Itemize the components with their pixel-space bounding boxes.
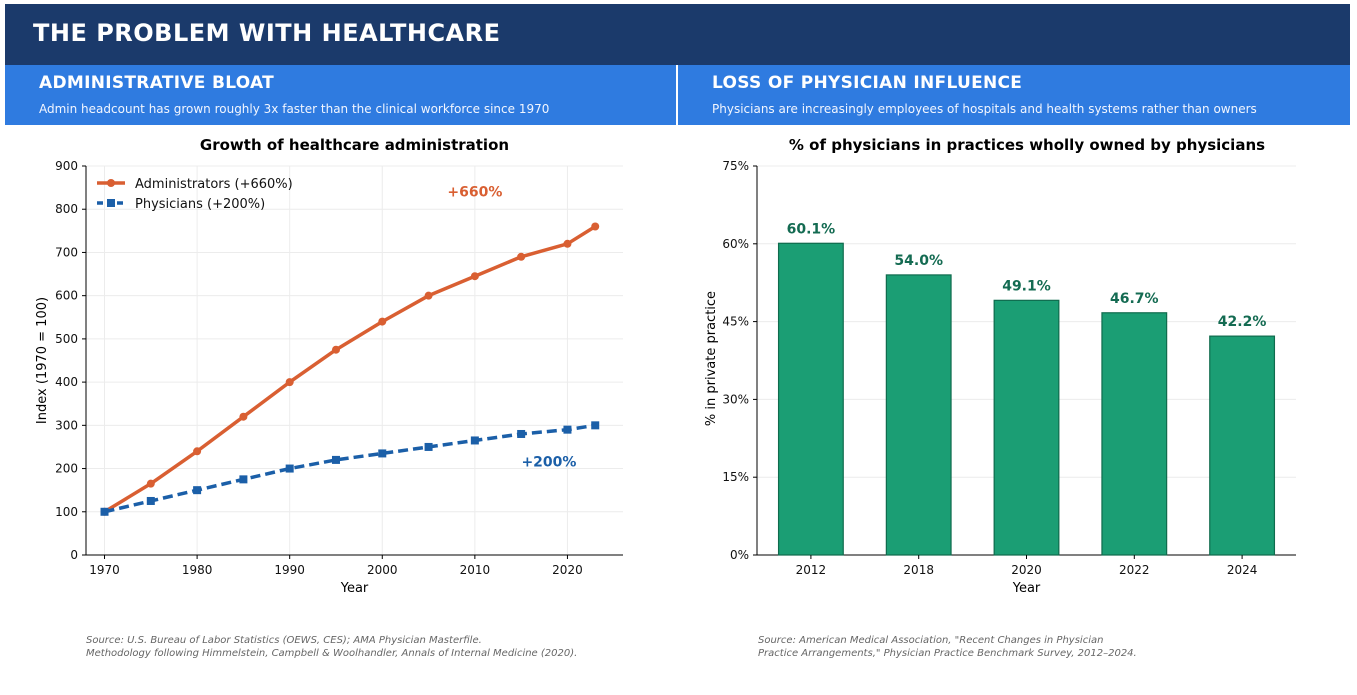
bar (1101, 312, 1168, 556)
data-point (331, 345, 340, 354)
y-tick-label: 300 (55, 418, 78, 432)
y-axis-title: % in private practice (704, 291, 719, 426)
y-tick-label: 800 (55, 202, 78, 216)
source-note-admin: Source: U.S. Bureau of Labor Statistics … (86, 634, 577, 660)
source-line: Methodology following Himmelstein, Campb… (86, 648, 578, 659)
source-line: Practice Arrangements," Physician Practi… (758, 648, 1137, 659)
data-point (378, 317, 387, 326)
data-point (146, 479, 155, 488)
data-point (193, 486, 202, 495)
y-tick-label: 500 (55, 332, 78, 346)
header-banner: THE PROBLEM WITH HEALTHCARE (5, 4, 1350, 65)
data-point (470, 272, 479, 281)
x-axis-title: Year (340, 581, 369, 596)
bar (993, 299, 1060, 556)
x-tick-label: 1970 (89, 563, 120, 577)
panel-title-admin: ADMINISTRATIVE BLOAT (39, 73, 275, 93)
legend-label: Administrators (+660%) (135, 177, 293, 192)
y-tick-label: 900 (55, 159, 78, 173)
legend-label: Physicians (+200%) (135, 197, 265, 212)
data-point (239, 475, 248, 484)
x-tick-label: 2024 (1227, 563, 1258, 577)
panel-header-physician: LOSS OF PHYSICIAN INFLUENCE Physicians a… (678, 65, 1350, 125)
data-point (239, 412, 248, 421)
y-tick-label: 30% (722, 392, 749, 406)
data-point (517, 429, 526, 438)
y-tick-label: 75% (722, 159, 749, 173)
bar-value-label: 42.2% (1218, 314, 1267, 330)
annotation-label: +660% (447, 184, 502, 200)
x-tick-label: 2020 (1011, 563, 1042, 577)
data-point (563, 239, 572, 248)
source-line: Source: U.S. Bureau of Labor Statistics … (86, 635, 482, 646)
annotation-label: +200% (521, 454, 576, 470)
x-tick-label: 2010 (460, 563, 491, 577)
x-tick-label: 1980 (182, 563, 213, 577)
page-title: THE PROBLEM WITH HEALTHCARE (33, 19, 501, 47)
series-line (104, 423, 596, 514)
chart-title: Growth of healthcare administration (200, 136, 509, 154)
data-point (470, 436, 479, 445)
data-point (517, 252, 526, 261)
bar (885, 274, 952, 556)
y-axis-title: Index (1970 = 100) (35, 297, 50, 424)
bar-value-label: 46.7% (1110, 291, 1159, 307)
y-tick-label: 60% (722, 237, 749, 251)
x-tick-label: 1990 (274, 563, 305, 577)
y-tick-label: 200 (55, 462, 78, 476)
data-point (331, 455, 340, 464)
x-tick-label: 2012 (796, 563, 827, 577)
legend-marker (107, 199, 115, 207)
y-tick-label: 600 (55, 289, 78, 303)
data-point (146, 496, 155, 505)
y-tick-label: 700 (55, 245, 78, 259)
x-tick-label: 2020 (552, 563, 583, 577)
y-tick-label: 0% (730, 548, 749, 562)
data-point (378, 449, 387, 458)
x-tick-label: 2000 (367, 563, 398, 577)
chart-title: % of physicians in practices wholly owne… (789, 136, 1265, 154)
panel-subtitle-physician: Physicians are increasingly employees of… (712, 102, 1257, 116)
bar (777, 242, 844, 556)
data-point (193, 447, 202, 456)
data-point (563, 425, 572, 434)
source-line: Source: American Medical Association, "R… (758, 635, 1104, 646)
source-note-physician: Source: American Medical Association, "R… (758, 634, 1137, 660)
panel-subtitle-admin: Admin headcount has grown roughly 3x fas… (39, 102, 550, 116)
data-point (285, 464, 294, 473)
bar-value-label: 60.1% (787, 221, 836, 237)
y-tick-label: 15% (722, 470, 749, 484)
x-tick-label: 2022 (1119, 563, 1150, 577)
y-tick-label: 45% (722, 315, 749, 329)
y-tick-label: 100 (55, 505, 78, 519)
bar (1209, 335, 1276, 556)
bar-value-label: 54.0% (894, 253, 943, 269)
x-axis-title: Year (1012, 581, 1041, 596)
data-point (424, 442, 433, 451)
data-point (591, 421, 600, 430)
panel-header-admin: ADMINISTRATIVE BLOAT Admin headcount has… (5, 65, 676, 125)
panel-title-physician: LOSS OF PHYSICIAN INFLUENCE (712, 73, 1023, 93)
x-tick-label: 2018 (903, 563, 934, 577)
bar-value-label: 49.1% (1002, 278, 1051, 294)
data-point (100, 507, 109, 516)
series-line (103, 225, 597, 514)
y-tick-label: 400 (55, 375, 78, 389)
data-point (591, 222, 600, 231)
legend-marker (107, 179, 115, 187)
data-point (424, 291, 433, 300)
data-point (285, 378, 294, 387)
y-tick-label: 0 (70, 548, 78, 562)
